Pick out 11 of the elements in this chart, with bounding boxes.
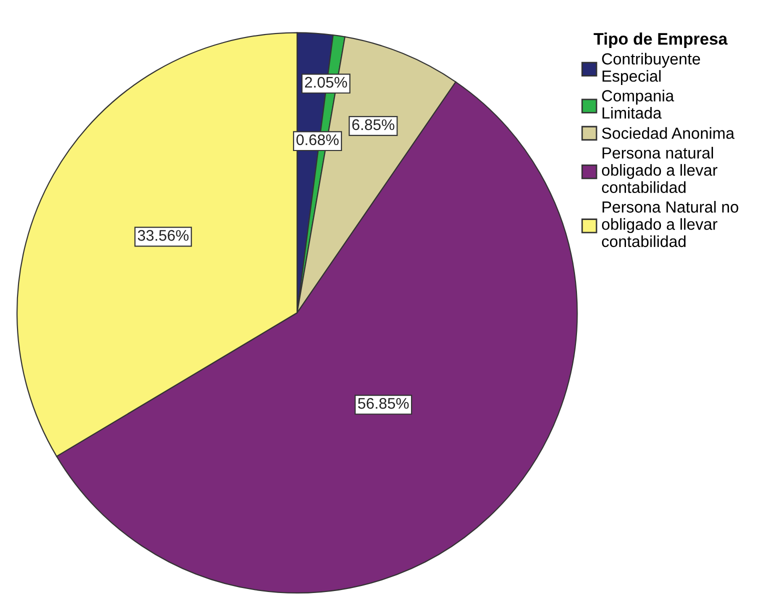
legend-label: Compania Limitada [602,90,674,119]
data-label: 56.85% [358,398,409,409]
legend-label: Sociedad Anonima [602,127,734,139]
data-label: 0.68% [296,134,339,146]
data-label: 6.85% [352,119,394,130]
legend-title: Tipo de Empresa [594,32,728,48]
data-label: 33.56% [138,230,189,241]
legend-label: Persona Natural no obligado a llevar contabilidad [602,200,738,248]
legend-label: Persona natural obligado a llevar contabilidad [602,146,718,194]
legend-label: Contribuyente Especial [602,52,700,85]
data-label: 2.05% [305,76,348,88]
